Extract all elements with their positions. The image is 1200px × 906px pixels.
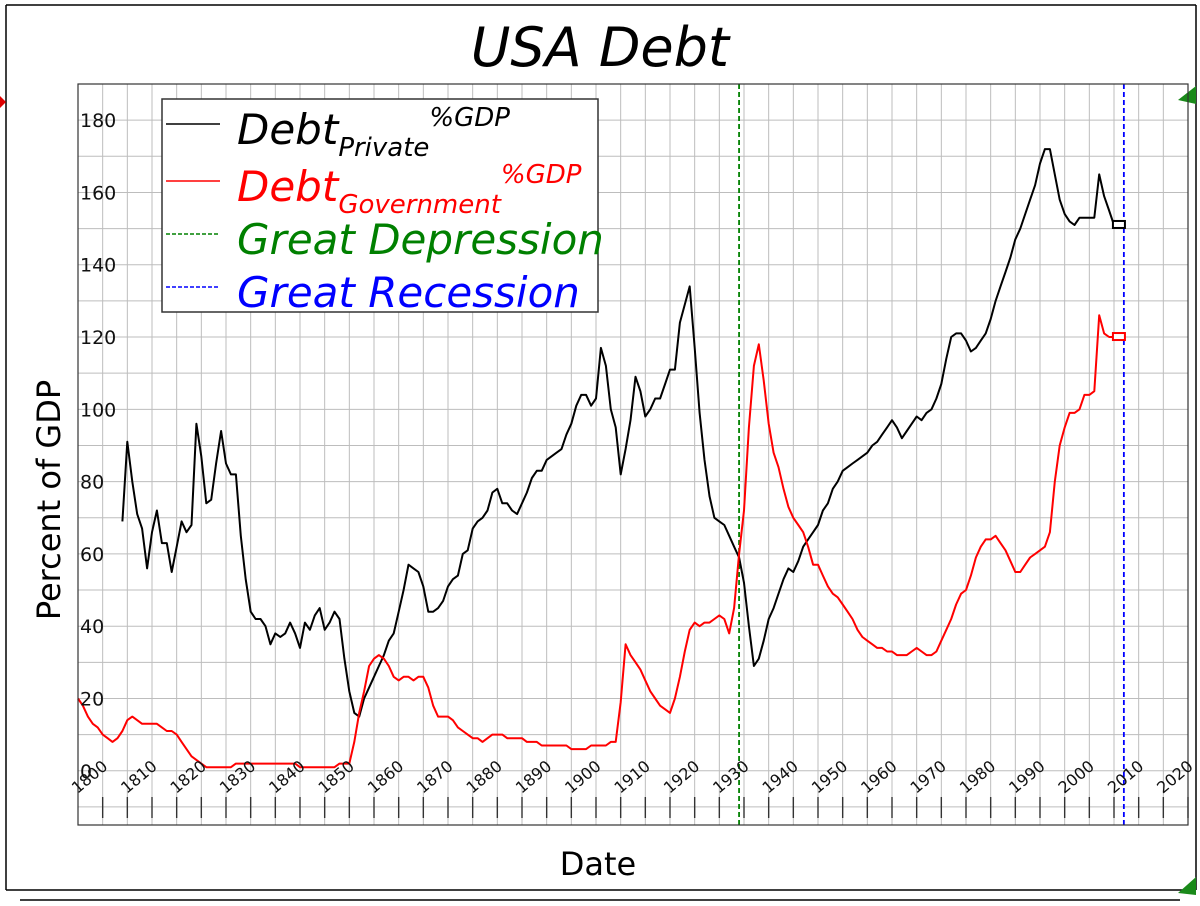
series-end-marker bbox=[1111, 332, 1126, 342]
y-tick-label: 80 bbox=[80, 472, 104, 494]
y-tick-label: 140 bbox=[80, 255, 116, 277]
series-line-0 bbox=[121, 148, 1119, 718]
x-tick-label: 1820 bbox=[166, 757, 209, 798]
x-tick-label: 1930 bbox=[709, 757, 752, 798]
resize-handle-top-right[interactable] bbox=[1178, 86, 1196, 104]
legend-label: Great Depression bbox=[237, 215, 604, 264]
x-tick-label: 1810 bbox=[117, 757, 160, 798]
series-end-marker bbox=[1111, 219, 1126, 229]
y-tick-label: 180 bbox=[80, 110, 116, 132]
x-tick-label: 1980 bbox=[956, 757, 999, 798]
chart-title: USA Debt bbox=[471, 16, 731, 79]
y-tick-label: 40 bbox=[80, 616, 104, 638]
y-tick-label: 20 bbox=[80, 688, 104, 710]
x-tick-label: 2020 bbox=[1153, 757, 1196, 798]
y-axis-label: Percent of GDP bbox=[30, 380, 68, 620]
resize-handle-bottom-right[interactable] bbox=[1178, 877, 1196, 895]
y-tick-label: 160 bbox=[80, 182, 116, 204]
x-tick-label: 2000 bbox=[1054, 757, 1097, 798]
x-tick-label: 1950 bbox=[808, 757, 851, 798]
x-tick-label: 1940 bbox=[758, 757, 801, 798]
legend-label: Great Recession bbox=[237, 268, 580, 317]
y-tick-label: 0 bbox=[80, 761, 92, 783]
series-line-1 bbox=[77, 314, 1119, 769]
event-lines bbox=[738, 84, 1125, 825]
series-layer bbox=[77, 148, 1119, 769]
x-tick-label: 1900 bbox=[561, 757, 604, 798]
legend-label: DebtGovernment%GDP bbox=[237, 160, 582, 220]
x-minor-ticks bbox=[101, 797, 1189, 818]
x-tick-label: 1860 bbox=[364, 757, 407, 798]
x-tick-label: 2010 bbox=[1104, 757, 1147, 798]
x-tick-label: 1970 bbox=[906, 757, 949, 798]
x-tick-label: 1960 bbox=[857, 757, 900, 798]
plot-border bbox=[77, 83, 1189, 826]
x-tick-label: 1910 bbox=[610, 757, 653, 798]
x-tick-label: 1880 bbox=[462, 757, 505, 798]
x-tick-label: 1920 bbox=[660, 757, 703, 798]
y-tick-label: 120 bbox=[80, 327, 116, 349]
handle-left-marker[interactable] bbox=[0, 96, 6, 108]
y-tick-labels: 0 20 40 60 80 100 120 140 160 180 bbox=[80, 110, 116, 783]
legend-label: DebtPrivate%GDP bbox=[237, 103, 510, 163]
x-tick-label: 1870 bbox=[413, 757, 456, 798]
x-tick-label: 1890 bbox=[512, 757, 555, 798]
x-axis-label: Date bbox=[560, 845, 636, 883]
y-tick-label: 100 bbox=[80, 399, 116, 421]
y-tick-label: 60 bbox=[80, 544, 104, 566]
x-tick-label: 1850 bbox=[314, 757, 357, 798]
series-end-markers bbox=[1111, 219, 1126, 342]
x-tick-label: 1990 bbox=[1005, 757, 1048, 798]
legend-box bbox=[161, 98, 599, 313]
